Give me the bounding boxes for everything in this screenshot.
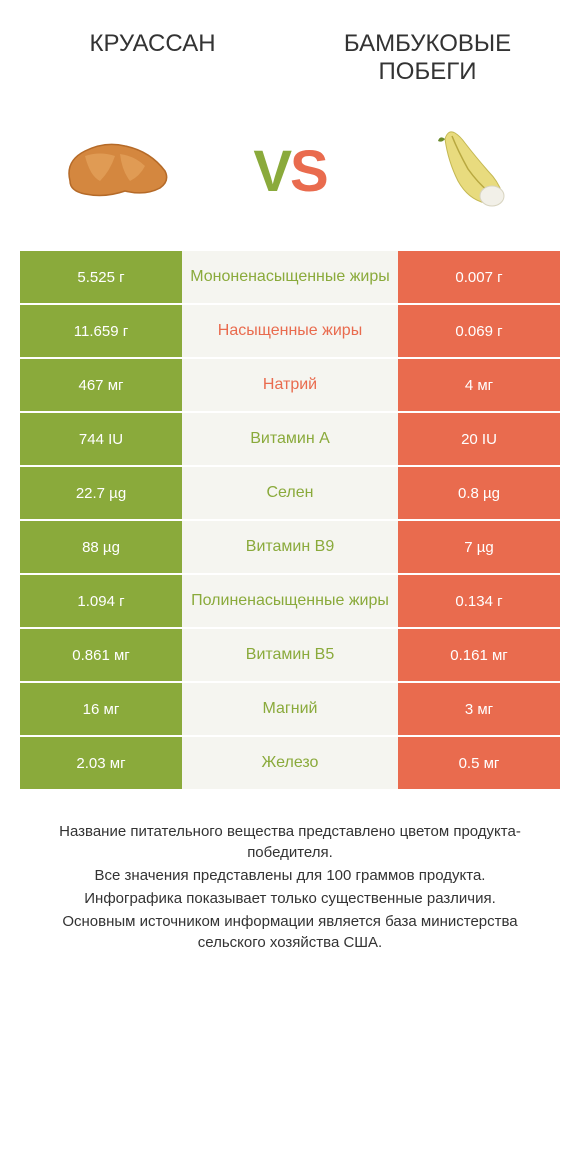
left-value: 22.7 µg — [20, 467, 182, 519]
left-value: 2.03 мг — [20, 737, 182, 789]
nutrient-label: Витамин B5 — [182, 629, 398, 681]
table-row: 11.659 г Насыщенные жиры 0.069 г — [20, 305, 560, 357]
table-row: 2.03 мг Железо 0.5 мг — [20, 737, 560, 789]
right-value: 0.161 мг — [398, 629, 560, 681]
left-value: 744 IU — [20, 413, 182, 465]
footer-line: Основным источником информации является … — [30, 911, 550, 953]
nutrient-label: Натрий — [182, 359, 398, 411]
left-value: 0.861 мг — [20, 629, 182, 681]
header: КРУАССАН БАМБУКОВЫЕ ПОБЕГИ — [0, 0, 580, 101]
vs-s: S — [290, 139, 327, 204]
table-row: 16 мг Магний 3 мг — [20, 683, 560, 735]
vs-label: VS — [253, 138, 326, 205]
table-row: 5.525 г Мононенасыщенные жиры 0.007 г — [20, 251, 560, 303]
right-value: 0.5 мг — [398, 737, 560, 789]
left-value: 5.525 г — [20, 251, 182, 303]
nutrient-label: Железо — [182, 737, 398, 789]
nutrient-label: Витамин A — [182, 413, 398, 465]
left-value: 11.659 г — [20, 305, 182, 357]
table-row: 88 µg Витамин B9 7 µg — [20, 521, 560, 573]
table-row: 744 IU Витамин A 20 IU — [20, 413, 560, 465]
bamboo-icon — [400, 121, 530, 221]
right-value: 0.007 г — [398, 251, 560, 303]
vs-section: VS — [0, 101, 580, 251]
left-value: 88 µg — [20, 521, 182, 573]
right-value: 0.069 г — [398, 305, 560, 357]
nutrient-label: Полиненасыщенные жиры — [182, 575, 398, 627]
right-food-title: БАМБУКОВЫЕ ПОБЕГИ — [315, 30, 540, 86]
right-value: 0.134 г — [398, 575, 560, 627]
right-value: 4 мг — [398, 359, 560, 411]
right-value: 7 µg — [398, 521, 560, 573]
croissant-icon — [50, 121, 180, 221]
left-value: 467 мг — [20, 359, 182, 411]
nutrient-label: Насыщенные жиры — [182, 305, 398, 357]
table-row: 467 мг Натрий 4 мг — [20, 359, 560, 411]
nutrient-label: Селен — [182, 467, 398, 519]
nutrient-label: Витамин B9 — [182, 521, 398, 573]
right-value: 0.8 µg — [398, 467, 560, 519]
footer-line: Все значения представлены для 100 граммо… — [30, 865, 550, 886]
left-value: 16 мг — [20, 683, 182, 735]
vs-v: V — [253, 139, 290, 204]
footer-text: Название питательного вещества представл… — [0, 791, 580, 975]
comparison-table: 5.525 г Мононенасыщенные жиры 0.007 г 11… — [0, 251, 580, 791]
right-value: 20 IU — [398, 413, 560, 465]
left-food-title: КРУАССАН — [40, 30, 265, 86]
nutrient-label: Мононенасыщенные жиры — [182, 251, 398, 303]
footer-line: Инфографика показывает только существенн… — [30, 888, 550, 909]
footer-line: Название питательного вещества представл… — [30, 821, 550, 863]
table-row: 0.861 мг Витамин B5 0.161 мг — [20, 629, 560, 681]
nutrient-label: Магний — [182, 683, 398, 735]
table-row: 22.7 µg Селен 0.8 µg — [20, 467, 560, 519]
table-row: 1.094 г Полиненасыщенные жиры 0.134 г — [20, 575, 560, 627]
left-value: 1.094 г — [20, 575, 182, 627]
right-value: 3 мг — [398, 683, 560, 735]
